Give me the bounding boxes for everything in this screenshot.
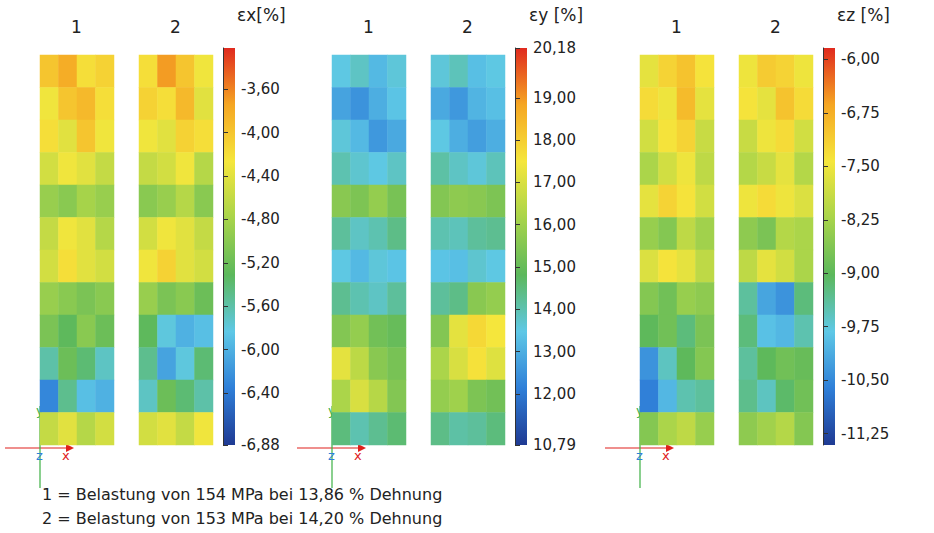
svg-text:19,00: 19,00 bbox=[533, 89, 576, 107]
svg-text:x: x bbox=[354, 448, 362, 463]
svg-text:z: z bbox=[328, 448, 335, 463]
svg-text:1 = Belastung von 154 MPa bei: 1 = Belastung von 154 MPa bei 13,86 % De… bbox=[42, 485, 442, 504]
svg-text:x: x bbox=[62, 448, 70, 463]
svg-text:-9,00: -9,00 bbox=[841, 264, 880, 282]
svg-text:-7,50: -7,50 bbox=[841, 157, 880, 175]
svg-text:x: x bbox=[662, 448, 670, 463]
svg-text:-9,75: -9,75 bbox=[841, 318, 880, 336]
svg-text:15,00: 15,00 bbox=[533, 258, 576, 276]
svg-text:-4,80: -4,80 bbox=[241, 210, 280, 228]
svg-text:17,00: 17,00 bbox=[533, 173, 576, 191]
svg-text:12,00: 12,00 bbox=[533, 385, 576, 403]
svg-text:-4,40: -4,40 bbox=[241, 167, 280, 185]
svg-text:2: 2 bbox=[770, 17, 781, 37]
svg-text:2: 2 bbox=[462, 17, 473, 37]
svg-text:16,00: 16,00 bbox=[533, 216, 576, 234]
svg-text:-5,20: -5,20 bbox=[241, 254, 280, 272]
svg-text:-6,00: -6,00 bbox=[241, 341, 280, 359]
svg-text:-6,75: -6,75 bbox=[841, 104, 880, 122]
svg-text:-6,00: -6,00 bbox=[841, 50, 880, 68]
svg-text:εx[%]: εx[%] bbox=[237, 5, 286, 25]
svg-text:-6,40: -6,40 bbox=[241, 384, 280, 402]
svg-text:z: z bbox=[36, 448, 43, 463]
svg-text:1: 1 bbox=[363, 17, 374, 37]
svg-text:1: 1 bbox=[71, 17, 82, 37]
svg-text:-3,60: -3,60 bbox=[241, 80, 280, 98]
svg-text:-5,60: -5,60 bbox=[241, 297, 280, 315]
svg-text:1: 1 bbox=[671, 17, 682, 37]
svg-text:εz [%]: εz [%] bbox=[837, 5, 890, 25]
svg-text:z: z bbox=[636, 448, 643, 463]
svg-text:2 = Belastung von 153 MPa bei: 2 = Belastung von 153 MPa bei 14,20 % De… bbox=[42, 509, 442, 528]
svg-text:-8,25: -8,25 bbox=[841, 211, 880, 229]
svg-text:10,79: 10,79 bbox=[533, 436, 576, 454]
svg-text:2: 2 bbox=[170, 17, 181, 37]
svg-text:-6,88: -6,88 bbox=[241, 436, 280, 454]
svg-text:20,18: 20,18 bbox=[533, 39, 576, 57]
svg-text:-4,00: -4,00 bbox=[241, 124, 280, 142]
svg-text:13,00: 13,00 bbox=[533, 343, 576, 361]
svg-text:-11,25: -11,25 bbox=[841, 425, 889, 443]
svg-text:-10,50: -10,50 bbox=[841, 371, 889, 389]
svg-text:εy [%]: εy [%] bbox=[529, 5, 583, 25]
svg-text:18,00: 18,00 bbox=[533, 131, 576, 149]
svg-text:14,00: 14,00 bbox=[533, 300, 576, 318]
